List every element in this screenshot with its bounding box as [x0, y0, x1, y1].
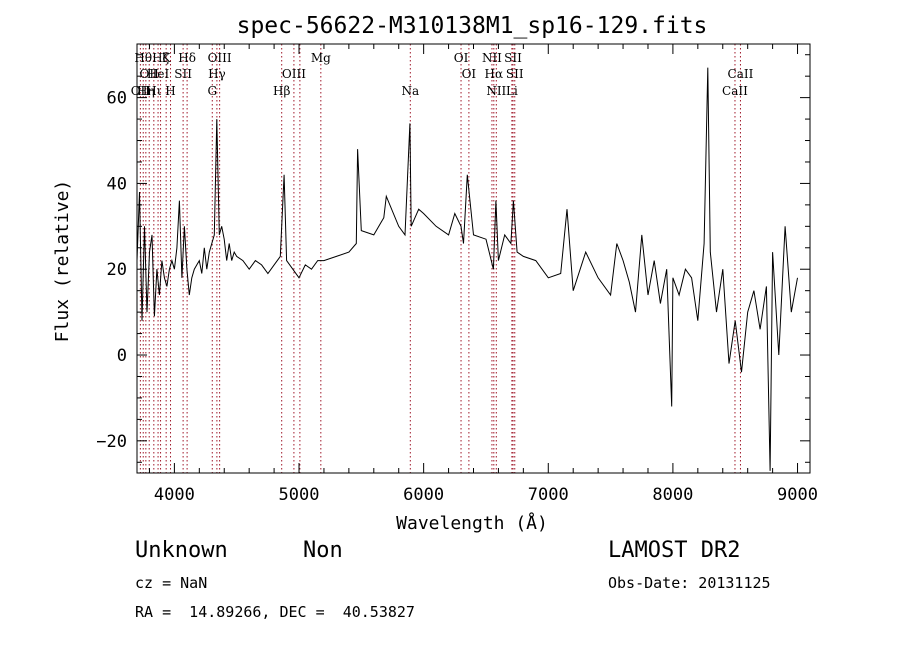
spectrum-line [136, 67, 798, 471]
x-tick-label: 4000 [154, 485, 195, 505]
line-label: Li [506, 84, 518, 98]
line-label: G [207, 84, 217, 98]
line-label: CaII [728, 67, 754, 81]
y-tick-label: 60 [107, 89, 127, 109]
line-label: OIII [282, 67, 306, 81]
line-label: Hη [137, 84, 155, 98]
line-label: H [165, 84, 175, 98]
line-label: Mg [311, 51, 331, 65]
line-label: Hδ [178, 51, 196, 65]
x-tick-label: 9000 [777, 485, 818, 505]
line-label: CaII [722, 84, 748, 98]
x-axis-label: Wavelength (Å) [396, 512, 548, 534]
x-tick-label: 8000 [652, 485, 693, 505]
line-label: SII [174, 67, 192, 81]
line-label: Hι [146, 84, 161, 98]
line-label: NII [482, 51, 502, 65]
plot-frame [136, 43, 811, 474]
y-tick-label: 20 [107, 260, 127, 280]
chart-title: spec-56622-M310138M1_sp16-129.fits [237, 13, 708, 39]
line-label: Hζ [152, 51, 169, 65]
line-label: Hα [485, 67, 504, 81]
line-label: Na [401, 84, 419, 98]
line-label: Hγ [208, 67, 226, 81]
redshift-cz: cz = NaN [135, 574, 208, 592]
line-label: SII [504, 51, 522, 65]
line-label: NII [486, 84, 506, 98]
x-tick-label: 5000 [279, 485, 320, 505]
line-label: OI [454, 51, 469, 65]
line-label: OII [140, 67, 160, 81]
line-label: K [162, 51, 172, 65]
y-tick-label: 0 [117, 346, 127, 366]
x-tick-label: 6000 [403, 485, 444, 505]
survey-name: LAMOST DR2 [608, 538, 741, 563]
y-tick-label: 40 [107, 174, 127, 194]
object-class: Unknown [135, 538, 228, 563]
spectrum-chart: spec-56622-M310138M1_sp16-129.fits OIIHθ… [52, 13, 818, 534]
y-tick-label: −20 [96, 432, 127, 452]
object-subclass: Non [303, 538, 343, 563]
line-label: OIII [208, 51, 232, 65]
y-axis-label: Flux (relative) [52, 180, 73, 343]
line-label: OI [462, 67, 477, 81]
obs-date: Obs-Date: 20131125 [608, 574, 771, 592]
line-label: HeI [147, 67, 170, 81]
ra-dec: RA = 14.89266, DEC = 40.53827 [135, 603, 415, 621]
line-label: SII [506, 67, 524, 81]
x-tick-label: 7000 [528, 485, 569, 505]
line-label: Hβ [273, 84, 290, 98]
line-label: OII [131, 84, 151, 98]
